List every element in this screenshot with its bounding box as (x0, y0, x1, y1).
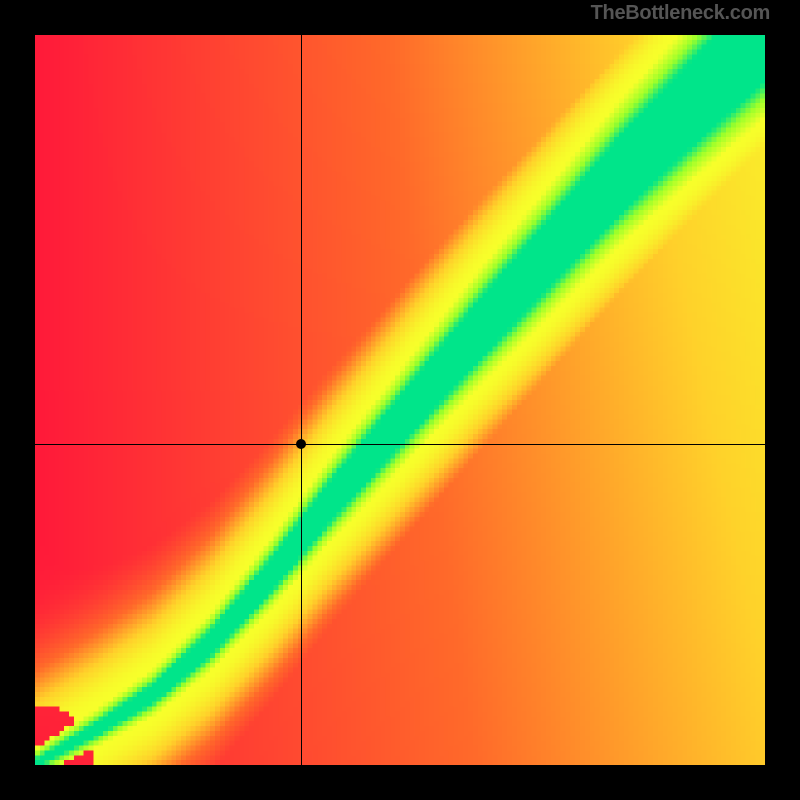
heatmap-plot-area (35, 35, 765, 765)
crosshair-vertical (301, 35, 302, 765)
heatmap-canvas (35, 35, 765, 765)
crosshair-horizontal (35, 444, 765, 445)
chart-border (0, 0, 800, 800)
crosshair-marker (296, 439, 306, 449)
watermark-text: TheBottleneck.com (591, 2, 770, 25)
